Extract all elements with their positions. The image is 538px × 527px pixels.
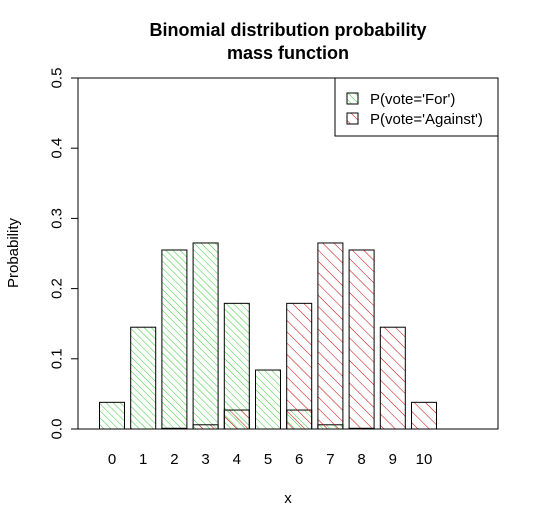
series-against-bars <box>161 242 437 430</box>
x-tick-label: 7 <box>326 451 334 468</box>
legend-label-for: P(vote='For') <box>370 91 455 108</box>
bar-for <box>99 401 125 430</box>
y-axis: 0.0 0.1 0.2 0.3 0.4 0.5 <box>49 68 79 440</box>
legend-swatch-for <box>346 92 359 105</box>
x-tick-label: 4 <box>233 451 241 468</box>
bar-for <box>255 369 281 430</box>
bar-for <box>161 249 188 430</box>
x-tick-label: 5 <box>264 451 272 468</box>
legend-box <box>334 77 499 137</box>
bar-for <box>130 326 157 430</box>
y-tick-label: 0.1 <box>49 348 66 369</box>
x-tick-label: 1 <box>139 451 147 468</box>
bar-against <box>286 302 313 430</box>
chart-title-line-2: mass function <box>227 43 349 63</box>
legend-swatch-against <box>346 112 359 125</box>
series-for-bars <box>99 242 375 430</box>
bar-for <box>192 242 219 430</box>
y-tick-label: 0.2 <box>49 278 66 299</box>
x-tick-label: 3 <box>201 451 209 468</box>
x-tick-label: 2 <box>170 451 178 468</box>
bar-against <box>379 326 406 430</box>
legend: P(vote='For') P(vote='Against') <box>334 77 499 137</box>
y-tick-label: 0.5 <box>49 68 66 89</box>
bar-against <box>317 242 344 430</box>
y-tick-label: 0.3 <box>49 208 66 229</box>
y-tick-label: 0.0 <box>49 419 66 440</box>
y-tick-label: 0.4 <box>49 138 66 159</box>
bar-against <box>348 249 375 430</box>
x-tick-label: 10 <box>416 451 433 468</box>
y-axis-label: Probability <box>5 217 22 288</box>
x-tick-label: 8 <box>357 451 365 468</box>
chart-title-line-1: Binomial distribution probability <box>150 20 427 40</box>
bar-against <box>411 401 437 430</box>
bar-against <box>223 409 250 430</box>
legend-label-against: P(vote='Against') <box>370 111 483 128</box>
x-tick-label: 9 <box>389 451 397 468</box>
bar-against <box>192 424 219 430</box>
x-tick-labels: 0 1 2 3 4 5 6 7 8 9 10 <box>108 451 433 468</box>
x-tick-label: 0 <box>108 451 116 468</box>
x-tick-label: 6 <box>295 451 303 468</box>
x-axis-label: x <box>284 490 292 507</box>
